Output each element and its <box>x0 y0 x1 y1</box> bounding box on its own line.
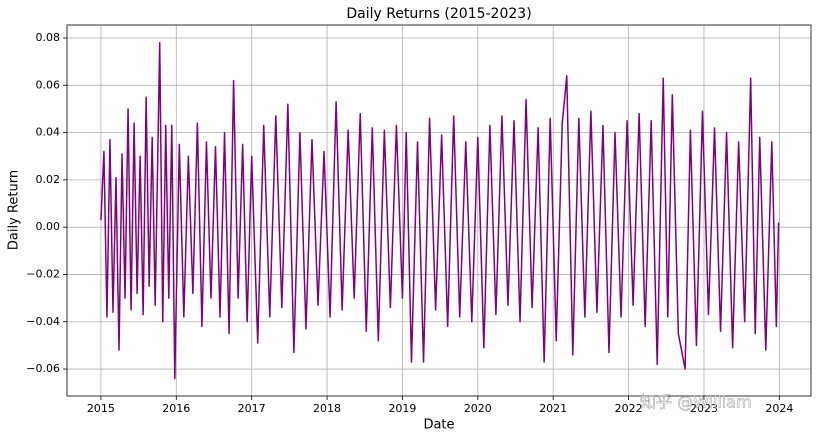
x-tick-label: 2015 <box>87 402 115 415</box>
x-tick-label: 2018 <box>313 402 341 415</box>
y-tick-label: 0.06 <box>36 78 61 91</box>
y-tick-label: −0.02 <box>26 267 60 280</box>
data-line <box>100 41 780 380</box>
x-tick-label: 2016 <box>162 402 190 415</box>
x-tick-label: 2021 <box>539 402 567 415</box>
x-tick-label: 2022 <box>615 402 643 415</box>
y-tick-label: 0.02 <box>36 173 61 186</box>
y-axis-label: Daily Return <box>7 170 22 250</box>
plot-frame <box>66 24 812 397</box>
x-tick-label: 2024 <box>765 402 793 415</box>
x-tick-label: 2020 <box>464 402 492 415</box>
y-tick-label: 0.00 <box>36 220 61 233</box>
watermark: 知乎 @William <box>640 393 752 412</box>
x-tick-label: 2019 <box>388 402 416 415</box>
chart-title: Daily Returns (2015-2023) <box>346 6 531 22</box>
y-tick-label: −0.06 <box>26 362 60 375</box>
y-tick-label: 0.08 <box>36 31 61 44</box>
y-tick-label: −0.04 <box>26 315 60 328</box>
y-tick-label: 0.04 <box>36 126 61 139</box>
x-axis-label: Date <box>423 418 454 433</box>
x-tick-label: 2017 <box>238 402 266 415</box>
x-tick-label: 2023 <box>690 402 718 415</box>
